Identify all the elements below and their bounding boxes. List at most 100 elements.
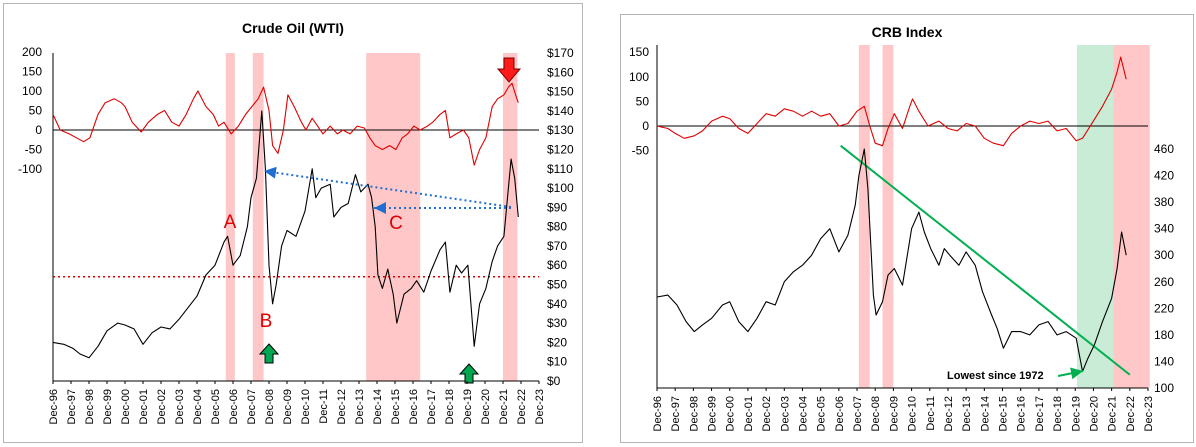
x-tick-label: Dec-97 bbox=[670, 396, 682, 431]
right-y-tick-label: 460 bbox=[1154, 142, 1174, 156]
x-tick-label: Dec-11 bbox=[318, 389, 330, 424]
x-tick-label: Dec-98 bbox=[688, 396, 700, 431]
rate-of-change-line bbox=[52, 82, 519, 166]
x-tick-label: Dec-00 bbox=[725, 396, 737, 431]
x-tick-label: Dec-08 bbox=[264, 389, 276, 424]
x-tick-label: Dec-23 bbox=[1143, 396, 1155, 431]
right-y-tick-label: $120 bbox=[547, 142, 574, 156]
left-y-tick-label: -50 bbox=[25, 143, 43, 157]
x-tick-label: Dec-13 bbox=[354, 389, 366, 424]
shaded-period bbox=[366, 53, 421, 381]
right-y-tick-label: 220 bbox=[1154, 301, 1174, 315]
x-tick-label: Dec-10 bbox=[300, 389, 312, 424]
right-y-tick-label: 180 bbox=[1154, 328, 1174, 342]
right-y-tick-label: $60 bbox=[547, 258, 567, 272]
crude-oil-chart-svg: Crude Oil (WTI) ABC 200150100500-50-100 … bbox=[18, 20, 574, 424]
x-tick-label: Dec-06 bbox=[834, 396, 846, 431]
x-tick-label: Dec-04 bbox=[192, 389, 204, 424]
left-y-tick-label: 0 bbox=[642, 119, 649, 133]
left-y-tick-label: 150 bbox=[629, 45, 649, 59]
x-tick-label: Dec-03 bbox=[174, 389, 186, 424]
x-tick-label: Dec-99 bbox=[707, 396, 719, 431]
right-y-tick-label: 260 bbox=[1154, 275, 1174, 289]
shaded-period bbox=[225, 53, 235, 381]
right-y-tick-label: $170 bbox=[547, 46, 574, 60]
annotation-label: C bbox=[389, 213, 403, 234]
right-y-tick-label: 300 bbox=[1154, 248, 1174, 262]
right-y-tick-label: $160 bbox=[547, 65, 574, 79]
x-tick-label: Dec-97 bbox=[66, 389, 78, 424]
x-tick-label: Dec-05 bbox=[210, 389, 222, 424]
x-tick-label: Dec-12 bbox=[943, 396, 955, 431]
x-tick-label: Dec-21 bbox=[1107, 396, 1119, 431]
right-y-tick-label: $0 bbox=[547, 374, 561, 388]
x-tick-label: Dec-06 bbox=[228, 389, 240, 424]
x-tick-label: Dec-02 bbox=[156, 389, 168, 424]
x-tick-label: Dec-09 bbox=[888, 396, 900, 431]
right-y-tick-label: $40 bbox=[547, 297, 567, 311]
x-tick-label: Dec-16 bbox=[408, 389, 420, 424]
left-y-tick-label: -50 bbox=[632, 144, 650, 158]
x-tick-label: Dec-09 bbox=[282, 389, 294, 424]
rate-of-change-line bbox=[656, 56, 1127, 147]
x-tick-label: Dec-17 bbox=[1034, 396, 1046, 431]
right-y-tick-label: $70 bbox=[547, 239, 567, 253]
right-y-tick-label: $150 bbox=[547, 85, 574, 99]
x-tick-label: Dec-04 bbox=[797, 396, 809, 431]
x-tick-label: Dec-03 bbox=[779, 396, 791, 431]
x-tick-label: Dec-14 bbox=[372, 389, 384, 424]
x-tick-label: Dec-00 bbox=[120, 389, 132, 424]
x-tick-label: Dec-23 bbox=[534, 389, 546, 424]
x-tick-label: Dec-17 bbox=[426, 389, 438, 424]
x-tick-label: Dec-08 bbox=[870, 396, 882, 431]
right-y-tick-label: 380 bbox=[1154, 195, 1174, 209]
left-y-tick-label: -100 bbox=[18, 162, 42, 176]
green-up-arrow bbox=[258, 343, 280, 364]
left-y-tick-label: 100 bbox=[22, 84, 42, 98]
x-tick-label: Dec-96 bbox=[48, 389, 60, 424]
shaded-period-red bbox=[1113, 45, 1150, 388]
green-up-arrow bbox=[458, 363, 480, 384]
left-y-tick-label: 50 bbox=[636, 94, 650, 108]
left-y-tick-label: 100 bbox=[629, 70, 649, 84]
red-down-arrow bbox=[496, 57, 522, 83]
left-y-tick-label: 50 bbox=[29, 104, 43, 118]
x-tick-label: Dec-19 bbox=[462, 389, 474, 424]
x-tick-label: Dec-05 bbox=[816, 396, 828, 431]
x-tick-label: Dec-01 bbox=[138, 389, 150, 424]
left-y-tick-label: 150 bbox=[22, 65, 42, 79]
blue-dotted-arrow bbox=[263, 166, 512, 208]
trend-line bbox=[840, 144, 1131, 376]
x-tick-label: Dec-13 bbox=[961, 396, 973, 431]
shaded-period-red bbox=[858, 45, 870, 388]
left-y-tick-label: 200 bbox=[22, 45, 42, 59]
right-y-tick-label: $110 bbox=[547, 162, 573, 176]
x-tick-label: Dec-15 bbox=[390, 389, 402, 424]
shaded-period-red bbox=[882, 45, 894, 388]
right-y-tick-label: $140 bbox=[547, 104, 574, 118]
right-y-tick-label: 100 bbox=[1154, 381, 1174, 395]
right-y-tick-label: 420 bbox=[1154, 169, 1174, 183]
x-tick-label: Dec-15 bbox=[998, 396, 1010, 431]
x-tick-label: Dec-20 bbox=[480, 389, 492, 424]
x-tick-label: Dec-11 bbox=[925, 396, 937, 431]
shaded-period bbox=[252, 53, 264, 381]
x-tick-label: Dec-12 bbox=[336, 389, 348, 424]
x-tick-label: Dec-98 bbox=[84, 389, 96, 424]
x-tick-label: Dec-07 bbox=[852, 396, 864, 431]
right-y-tick-label: $130 bbox=[547, 123, 574, 137]
x-tick-label: Dec-02 bbox=[761, 396, 773, 431]
crb-index-chart-panel: CRB Index Lowest since 1972 150 100 50 0 -50… bbox=[620, 14, 1194, 443]
chart-title: CRB Index bbox=[872, 24, 943, 40]
annotation-label: Lowest since 1972 bbox=[947, 370, 1044, 382]
x-tick-label: Dec-10 bbox=[907, 396, 919, 431]
x-tick-label: Dec-18 bbox=[1052, 396, 1064, 431]
right-y-tick-label: $100 bbox=[547, 181, 574, 195]
right-y-tick-label: 140 bbox=[1154, 354, 1174, 368]
x-tick-label: Dec-14 bbox=[979, 396, 991, 431]
green-arrow bbox=[1057, 367, 1084, 380]
index-line bbox=[656, 148, 1127, 372]
x-tick-label: Dec-19 bbox=[1070, 396, 1082, 431]
x-tick-label: Dec-99 bbox=[102, 389, 114, 424]
